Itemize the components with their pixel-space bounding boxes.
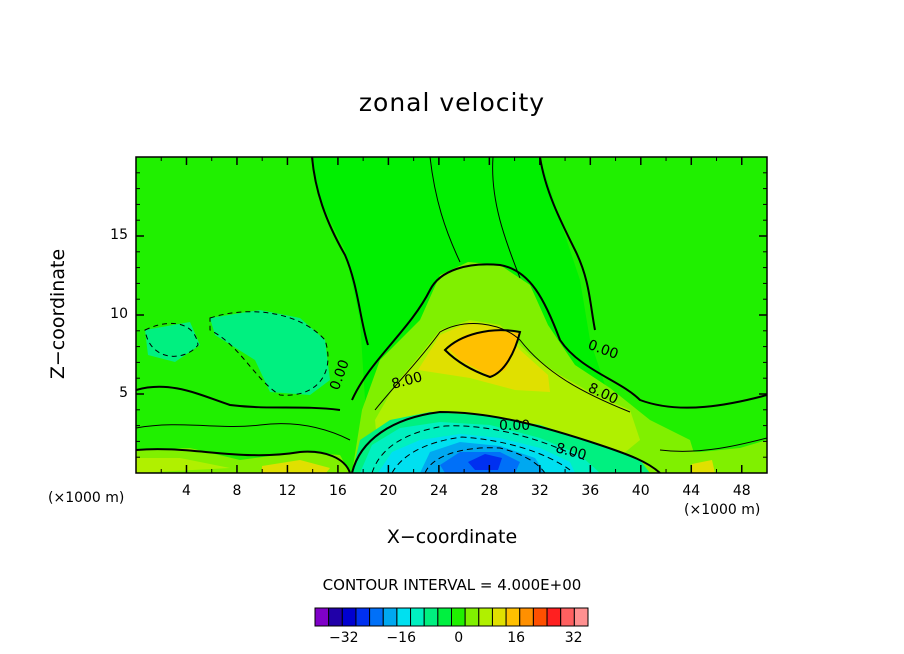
colorbar-swatch [328, 607, 343, 627]
colorbar-swatch [355, 607, 371, 627]
colorbar-swatch [519, 607, 534, 627]
y-axis-label: Z−coordinate [47, 248, 69, 380]
contour-neg-dash-3 [424, 447, 546, 473]
x-tick-marks [160, 157, 743, 473]
x-tick-label: 36 [581, 483, 600, 499]
region-upper-left-negative-2 [210, 310, 330, 395]
colorbar-tick-label: −32 [328, 630, 359, 646]
y-tick-label: 5 [119, 385, 128, 401]
colorbar-swatch [437, 607, 453, 627]
contour-plume-inner [443, 329, 522, 379]
colorbar-swatch [546, 607, 562, 627]
contour-plume-mid [374, 323, 631, 413]
contour-left-neg-2 [209, 311, 329, 396]
contour-bottom-right [659, 437, 767, 452]
x-tick-label: 44 [682, 483, 701, 499]
colorbar-tick-label: 32 [564, 630, 583, 646]
contour-interval-label: CONTOUR INTERVAL = 4.000E+00 [322, 576, 582, 594]
colorbar-swatch [423, 607, 439, 627]
contour-zero-right [539, 157, 596, 331]
colorbar-swatch [491, 607, 507, 627]
contour-four-left [429, 157, 461, 263]
y-tick-label: 15 [110, 227, 128, 243]
colorbar-swatch [505, 607, 521, 627]
colorbar-swatch [382, 607, 398, 627]
colorbar-swatch [451, 607, 466, 627]
colorbar-tick-label: 16 [507, 630, 526, 646]
x-tick-label: 28 [480, 483, 499, 499]
x-tick-label: 12 [278, 483, 297, 499]
contour-bottom-left [136, 448, 351, 473]
region-negative-36 [468, 454, 502, 470]
region-bottom-right-yellow [692, 460, 715, 473]
contour-neg-outer [351, 410, 661, 473]
colorbar-tick-label: 0 [454, 630, 464, 646]
y-tick-marks [136, 172, 767, 458]
colorbar-swatch [341, 607, 357, 627]
contour-zero-left [311, 157, 369, 346]
colorbar-swatch [464, 607, 480, 627]
x-tick-label: 16 [328, 483, 347, 499]
region-positive-16 [448, 330, 520, 376]
x-axis-label: X−coordinate [386, 526, 518, 548]
contour-low-four [136, 423, 351, 441]
contour-four-right [492, 157, 521, 279]
y-tick-label: 10 [110, 306, 128, 322]
colorbar-swatch [573, 607, 589, 627]
x-tick-label: 32 [530, 483, 549, 499]
colorbar-swatch [560, 607, 575, 627]
colorbar-swatch [314, 607, 330, 627]
x-tick-label: 8 [232, 483, 242, 499]
plot-area [136, 157, 767, 473]
region-bottom-left-positive-2 [136, 458, 230, 473]
colorbar-swatch [410, 607, 425, 627]
x-axis-unit-right: (×1000 m) [684, 502, 761, 518]
contour-left-neg [144, 322, 199, 357]
x-axis-unit-left: (×1000 m) [48, 490, 125, 506]
contour-neg-dash-2 [391, 436, 571, 473]
contour-low-zero [136, 385, 341, 411]
x-tick-label: 40 [631, 483, 650, 499]
x-tick-label: 24 [429, 483, 448, 499]
x-tick-label: 48 [732, 483, 751, 499]
x-tick-label: 20 [379, 483, 398, 499]
contour-plume-outer [351, 263, 767, 409]
colorbar-swatch [478, 607, 493, 627]
contour-lines [136, 157, 767, 473]
chart-title: zonal velocity [358, 88, 546, 117]
region-zero-right [540, 157, 767, 473]
colorbar [314, 607, 589, 627]
contour-label: 0.00 [499, 417, 531, 434]
colorbar-swatch [532, 607, 548, 627]
colorbar-swatch [369, 607, 384, 627]
colorbar-swatch [396, 607, 412, 627]
x-tick-label: 4 [182, 483, 191, 499]
region-bottom-right-positive [660, 440, 767, 473]
colorbar-tick-label: −16 [386, 630, 416, 646]
